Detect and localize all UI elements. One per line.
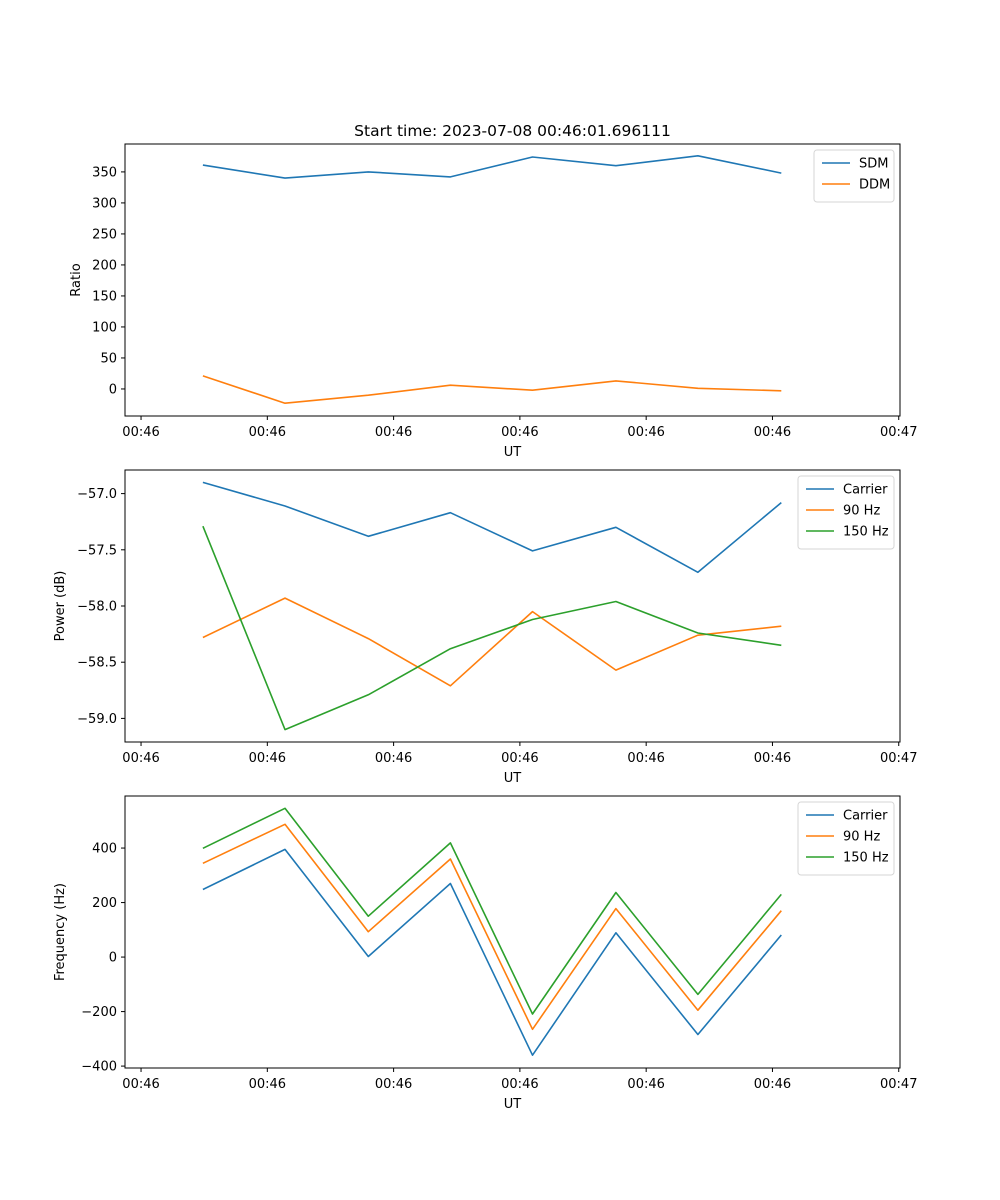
series-line-carrier [202,481,782,574]
legend-label: Carrier [843,483,888,498]
x-tick-label: 00:46 [375,1077,412,1092]
legend-label: 150 Hz [843,851,889,866]
x-axis-label: UT [504,771,522,786]
x-tick-label: 00:47 [880,425,917,440]
legend-label: 150 Hz [843,525,889,540]
series-line-90-hz [202,597,782,687]
x-axis-label: UT [504,1097,522,1112]
legend-label: DDM [859,178,890,193]
x-tick-label: 00:46 [754,1077,791,1092]
y-tick-label: 400 [92,842,117,857]
x-tick-label: 00:46 [627,751,664,766]
axes-frame [124,795,901,1069]
y-tick-label: 300 [92,196,117,211]
y-tick-label: −57.5 [77,543,117,558]
legend: SDM DDM [813,149,895,203]
y-tick-label: −400 [81,1060,117,1075]
y-tick-label: −58.0 [77,600,117,615]
y-tick-label: −200 [81,1005,117,1020]
x-tick-label: 00:46 [501,425,538,440]
y-tick-label: −58.5 [77,656,117,671]
series-line-150-hz [202,807,782,1015]
series-line-150-hz [202,525,782,731]
x-tick-label: 00:46 [627,425,664,440]
x-axis-label: UT [504,445,522,460]
x-tick-label: 00:47 [880,1077,917,1092]
y-axis-label: Ratio [69,263,84,296]
x-tick-label: 00:46 [249,1077,286,1092]
y-tick-label: 0 [109,382,117,397]
y-axis-label: Power (dB) [53,571,68,642]
y-tick-label: 0 [109,951,117,966]
x-tick-label: 00:46 [627,1077,664,1092]
x-tick-label: 00:46 [754,751,791,766]
y-tick-label: 350 [92,165,117,180]
legend-label: 90 Hz [843,504,880,519]
y-tick-label: 100 [92,320,117,335]
y-tick-label: 250 [92,227,117,242]
series-line-sdm [202,155,782,179]
y-axis-label: Frequency (Hz) [53,883,68,981]
x-tick-label: 00:46 [122,751,159,766]
y-tick-label: 50 [100,351,117,366]
x-tick-label: 00:46 [501,1077,538,1092]
y-tick-label: 200 [92,258,117,273]
ratio-panel: 00:46 00:46 00:46 00:46 00:46 00:46 00:47 0 50 10… [69,143,917,460]
x-tick-label: 00:46 [122,1077,159,1092]
frequency-panel: 00:46 00:46 00:46 00:46 00:46 00:46 00:47 −400 −… [53,795,917,1112]
axes-frame [124,469,901,743]
x-tick-label: 00:46 [249,751,286,766]
y-tick-label: 200 [92,896,117,911]
y-tick-label: −59.0 [77,712,117,727]
x-tick-label: 00:46 [249,425,286,440]
legend: Carrier 90 Hz 150 Hz [797,475,895,550]
axes-frame [124,143,901,417]
series-line-90-hz [202,823,782,1031]
x-tick-label: 00:46 [375,751,412,766]
figure-title: Start time: 2023-07-08 00:46:01.696111 [354,122,671,140]
y-tick-label: −57.0 [77,487,117,502]
x-tick-label: 00:46 [375,425,412,440]
series-line-ddm [202,375,782,405]
legend-label: Carrier [843,809,888,824]
legend-label: 90 Hz [843,830,880,845]
x-tick-label: 00:46 [754,425,791,440]
x-tick-label: 00:46 [501,751,538,766]
legend: Carrier 90 Hz 150 Hz [797,801,895,876]
x-tick-label: 00:47 [880,751,917,766]
power-panel: 00:46 00:46 00:46 00:46 00:46 00:46 00:47 −59.0… [53,469,917,786]
y-tick-label: 150 [92,289,117,304]
x-tick-label: 00:46 [122,425,159,440]
legend-label: SDM [859,157,888,172]
series-line-carrier [202,848,782,1056]
